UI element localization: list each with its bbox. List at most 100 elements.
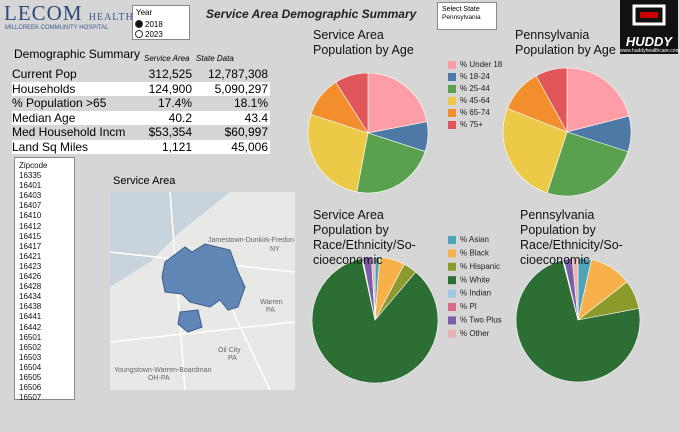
legend-label: % Black <box>460 249 490 258</box>
map-label: Oil City <box>218 347 241 354</box>
row-label: Current Pop <box>12 67 77 81</box>
state-select-value[interactable]: Pennsylvania <box>442 14 481 21</box>
row-label: Med Household Incm <box>12 125 126 139</box>
service-area <box>177 309 203 333</box>
pie-slice <box>367 72 428 134</box>
pie-slice <box>356 132 426 194</box>
summary-row: Land Sq Miles 1,121 45,006 <box>12 139 270 154</box>
brand-name: LECOM <box>4 1 83 25</box>
zipcode: 16502 <box>19 342 42 352</box>
state-value: $60,997 <box>224 125 268 139</box>
legend-swatch <box>448 121 456 129</box>
pie-slice <box>335 72 369 135</box>
zipcode: 16506 <box>19 383 42 393</box>
summary-row: Current Pop 312,525 12,787,308 <box>12 67 270 81</box>
logo-url: www.huddyhealthcare.com <box>620 48 680 54</box>
summary-row: % Population >65 17.4% 18.1% <box>12 96 270 110</box>
state-value: 45,006 <box>231 139 268 154</box>
summary-row: Median Age 40.2 43.4 <box>12 110 270 125</box>
map: Jamestown-Dunkirk-Fredon NY Warren PA Oi… <box>110 192 295 390</box>
zipcode: 16507 <box>19 393 42 403</box>
state-value: 43.4 <box>244 110 268 125</box>
legend-label: % Under 18 <box>460 60 503 69</box>
legend-label: % Asian <box>460 235 489 244</box>
zipcode: 16421 <box>19 251 42 261</box>
map-label: Youngstown-Warren-Boardman <box>114 367 212 374</box>
legend-swatch <box>448 109 456 117</box>
pie-title: Service Area Population by Age <box>313 28 414 57</box>
summary-row: Med Household Incm $53,354 $60,997 <box>12 125 270 139</box>
summary-col: State Data <box>196 54 234 63</box>
zipcode-list[interactable]: Zipcode 16335 16401 16403 16407 16410 16412 16… <box>14 157 75 403</box>
zipcode: 16505 <box>19 372 42 382</box>
state-value: 12,787,308 <box>207 67 268 81</box>
legend-swatch <box>448 316 456 325</box>
state-value: 18.1% <box>233 96 268 110</box>
year-label: Year <box>136 8 153 17</box>
zipcode: 16442 <box>19 322 42 332</box>
state-select[interactable]: Select State Pennsylvania <box>437 2 497 30</box>
legend-swatch <box>448 329 456 338</box>
page-title: Service Area Demographic Summary <box>206 7 417 21</box>
year-option[interactable]: 2023 <box>135 29 189 39</box>
legend-label: % White <box>460 275 490 284</box>
service-area <box>161 243 246 311</box>
pie-title: Pennsylvania Population by Age <box>515 28 616 57</box>
map-label: Warren <box>260 299 283 306</box>
zipcode: 16503 <box>19 352 42 362</box>
service-area-value: 17.4% <box>157 96 192 110</box>
legend-swatch <box>448 303 456 311</box>
row-label: % Population >65 <box>12 96 107 110</box>
legend-label: % PI <box>460 302 477 311</box>
legend-label: % Hispanic <box>460 262 500 271</box>
zipcode: 16417 <box>19 241 42 251</box>
pie-slice <box>371 256 376 321</box>
pie-slice <box>546 131 629 197</box>
legend-swatch <box>448 73 456 81</box>
legend-swatch <box>448 276 456 285</box>
pie-slice <box>566 67 630 133</box>
logo-text: HUDDY <box>625 34 673 49</box>
zipcode: 16434 <box>19 292 42 302</box>
summary-col: Service Area <box>144 54 190 63</box>
map-title: Service Area <box>113 175 176 187</box>
map-label: OH-PA <box>148 375 170 382</box>
row-label: Median Age <box>12 110 76 125</box>
zipcode: 16403 <box>19 191 42 201</box>
legend-label: % 25-44 <box>460 84 490 93</box>
brand: LECOM HEALTH <box>4 1 134 26</box>
zipcode: 16501 <box>19 332 42 342</box>
legend-swatch <box>448 289 456 298</box>
radio <box>135 20 143 28</box>
service-area-value: $53,354 <box>148 125 192 139</box>
pie-title: Pennsylvania Population by Race/Ethnicit… <box>520 208 623 267</box>
huddy-logo: HUDDY www.huddyhealthcare.com <box>620 0 680 54</box>
zipcode: 16401 <box>19 181 42 191</box>
pie-slice <box>535 67 568 133</box>
legend-label: % 18-24 <box>460 72 490 81</box>
service-area-value: 40.2 <box>168 110 192 125</box>
pie-slice <box>515 259 641 383</box>
legend-swatch <box>448 97 456 105</box>
radio <box>135 30 143 38</box>
logo-bar <box>640 12 658 18</box>
zipcode: 16407 <box>19 201 42 211</box>
service-area-value: 124,900 <box>148 81 192 96</box>
service-area-value: 1,121 <box>161 139 192 154</box>
hospital: MILLCREEK COMMUNITY HOSPITAL <box>5 25 109 31</box>
legend-swatch <box>448 85 456 93</box>
zipcode: 16415 <box>19 231 42 241</box>
year-options: 2018 2023 <box>135 19 189 39</box>
pie-slice <box>571 257 579 321</box>
map-label: Jamestown-Dunkirk-Fredon <box>208 237 294 244</box>
map-label: NY <box>270 246 280 253</box>
zipcode-title: Zipcode <box>19 161 48 170</box>
zipcode: 16441 <box>19 312 42 322</box>
service-area-value: 312,525 <box>148 67 192 81</box>
row-label: Land Sq Miles <box>12 139 89 154</box>
zipcode: 16504 <box>19 362 42 372</box>
year-option[interactable]: 2018 <box>135 19 189 29</box>
row-label: Households <box>12 81 76 96</box>
zipcode-items: 16335 16401 16403 16407 16410 16412 16415 16417… <box>19 171 70 403</box>
